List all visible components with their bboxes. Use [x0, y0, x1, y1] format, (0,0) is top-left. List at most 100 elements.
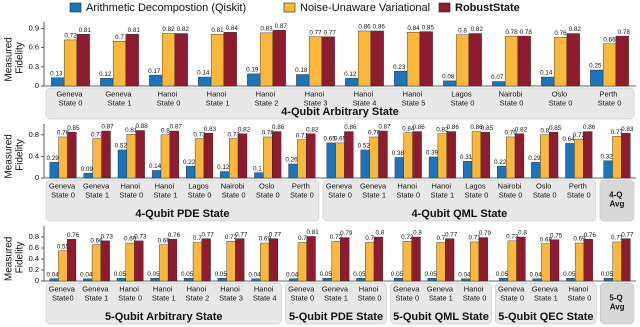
value-label: 0.85 [549, 125, 562, 132]
value-label: 0.76 [67, 232, 80, 239]
bar [548, 131, 559, 179]
bar [66, 238, 77, 282]
value-label: 0.82 [177, 26, 190, 33]
bar [247, 73, 261, 87]
bar [63, 39, 78, 87]
bar [49, 162, 59, 179]
bar [462, 161, 473, 179]
y-tick-label: 0.9 [29, 23, 39, 32]
bar [226, 241, 236, 282]
value-label: 0.04 [530, 271, 543, 278]
bar [116, 278, 126, 282]
y-tick-label: 0.6 [29, 43, 39, 52]
value-label: 0.87 [170, 124, 183, 131]
value-label: 0.23 [393, 64, 406, 71]
x-tick-label: Hanoi State 0 [358, 284, 382, 302]
value-label: 0.66 [90, 237, 103, 244]
value-label: 0.76 [584, 232, 597, 239]
bar [134, 240, 144, 282]
value-label: 0.77 [202, 231, 215, 238]
value-label: 0.82 [471, 26, 484, 33]
value-label: 0.69 [259, 236, 272, 243]
value-label: 0.78 [618, 29, 631, 36]
bar [505, 136, 516, 179]
x-tick-label: Geneva State 1 [360, 181, 388, 199]
bar [194, 138, 205, 179]
bar [201, 238, 211, 282]
x-tick-label: Hanoi State 1 [154, 181, 178, 199]
x-tick-label: Hanoi State 0 [118, 284, 142, 302]
bar [461, 278, 471, 282]
bar [445, 238, 455, 282]
bar [263, 136, 273, 179]
bar [492, 81, 506, 87]
value-label: 0.82 [569, 26, 582, 33]
value-label: 0.7 [437, 235, 446, 242]
bar [83, 278, 93, 282]
value-label: 0.84 [407, 25, 420, 32]
value-label: 0.87 [378, 124, 391, 131]
bar [603, 160, 613, 179]
value-label: 0.64 [562, 136, 575, 143]
bar [135, 130, 145, 179]
value-label: 0.14 [197, 70, 210, 77]
bar [615, 35, 629, 87]
value-label: 0.05 [496, 271, 509, 278]
value-label: 0.18 [295, 67, 308, 74]
value-label: 0.71 [296, 132, 309, 139]
x-tick-label: Geneva State 0 [498, 284, 526, 302]
value-label: 0.76 [504, 130, 517, 137]
value-label: 0.83 [204, 126, 217, 133]
bar [541, 243, 551, 282]
bar [150, 278, 160, 282]
value-label: 0.26 [285, 157, 298, 164]
value-label: 0.77 [445, 231, 458, 238]
bar [574, 242, 585, 282]
value-label: 0.69 [573, 236, 586, 243]
value-label: 0.77 [324, 29, 337, 36]
bar [198, 76, 212, 87]
y-tick-label: 0.8 [29, 130, 39, 139]
value-label: 0.8 [376, 230, 385, 237]
value-label: 0.22 [494, 159, 507, 166]
x-tick-label: Geneva State 1 [83, 181, 111, 199]
value-label: 0.76 [168, 232, 181, 239]
bar [378, 130, 388, 179]
x-tick-label: Nairobi State 0 [221, 181, 247, 199]
y-tick-label: 0.4 [29, 151, 39, 160]
bar [76, 33, 90, 87]
value-label: 0.71 [468, 235, 481, 242]
x-tick-label: Geneva State 0 [49, 181, 77, 199]
bar [125, 33, 139, 87]
value-label: 0.05 [320, 271, 333, 278]
value-label: 0.65 [334, 136, 347, 143]
bar [229, 138, 239, 179]
bar [531, 162, 541, 179]
bar [260, 242, 270, 282]
bar [402, 241, 412, 282]
value-label: 0.68 [540, 236, 553, 243]
value-label: 0.05 [147, 271, 160, 278]
value-label: 0.05 [353, 271, 366, 278]
x-tick-label: Oslo State 0 [256, 181, 280, 199]
bar [272, 30, 286, 87]
bar [590, 69, 604, 87]
x-tick-label: Geneva State 0 [393, 284, 421, 302]
value-label: 0.81 [125, 127, 138, 134]
bar [365, 242, 375, 282]
value-label: 0.72 [225, 234, 238, 241]
bar [446, 131, 456, 179]
value-label: 0.76 [368, 130, 381, 137]
bar [428, 156, 439, 179]
value-label: 0.86 [583, 124, 596, 131]
x-tick-label: Hanoi State 0 [463, 284, 487, 302]
legend-label: Arithmetic Decompostion (Qiskit) [86, 2, 246, 14]
bar [369, 136, 379, 179]
value-label: 0.31 [460, 154, 473, 161]
bar [254, 172, 264, 179]
bar [497, 165, 507, 179]
bar [541, 76, 555, 87]
group-box [45, 282, 282, 325]
x-tick-label: Perth State 0 [598, 89, 622, 107]
bar [516, 236, 526, 282]
